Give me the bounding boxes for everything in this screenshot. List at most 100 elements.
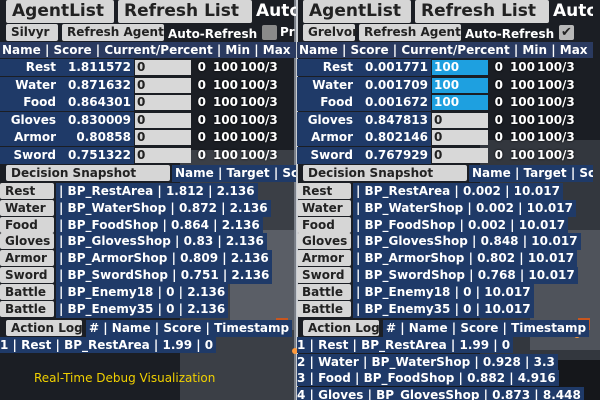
- refresh-list-button[interactable]: Refresh List: [415, 0, 549, 23]
- action-score: 0.751322: [56, 146, 134, 164]
- snapshot-action-button[interactable]: Battle: [297, 300, 351, 317]
- snapshot-row: Battle | BP_Enemy18 | 0 | 10.017: [297, 283, 593, 301]
- snapshot-action-button[interactable]: Water: [297, 199, 351, 216]
- auto-refresh-checkbox[interactable]: ✔: [559, 25, 574, 40]
- snapshot-detail: | BP_GlovesShop | 0.83 | 2.136: [56, 233, 267, 251]
- snapshot-action-button[interactable]: Battle: [0, 300, 54, 317]
- current-percent-bar: 0: [432, 147, 488, 163]
- snapshot-row: Battle | BP_Enemy18 | 0 | 2.136: [0, 283, 296, 301]
- action-name: Armor: [0, 129, 56, 146]
- action-min: 0: [494, 95, 503, 109]
- decision-snapshot-button[interactable]: Decision Snapshot: [303, 165, 467, 181]
- auto-label: Auto-: [256, 1, 296, 21]
- action-row: Armor 0.80858 0 0 100 100/3: [0, 129, 296, 146]
- agent-name-button[interactable]: Silvyr: [6, 24, 58, 41]
- action-max: 100: [212, 147, 238, 162]
- snapshot-action-button[interactable]: Water: [0, 199, 54, 216]
- current-percent-bar: 100: [432, 95, 488, 110]
- snapshot-detail: | BP_RestArea | 0.002 | 10.017: [353, 183, 563, 200]
- agent-name-button[interactable]: Grelvor: [303, 24, 358, 41]
- action-row: Water 0.001709 100 0 100 100/3: [297, 76, 593, 94]
- current-percent-bar: 0: [135, 130, 191, 145]
- refresh-agent-button[interactable]: Refresh Agent: [359, 24, 461, 41]
- action-name: Food: [297, 94, 353, 111]
- action-max: 100: [509, 95, 535, 109]
- snapshot-action-button[interactable]: Food: [297, 216, 351, 233]
- action-score: 0.830009: [56, 111, 134, 129]
- snapshot-detail: | BP_FoodShop | 0.864 | 2.136: [56, 216, 263, 234]
- agent-controls: Silvyr Refresh Agent Auto-Refresh Pr: [0, 24, 296, 42]
- action-row: Food 0.864301 0 0 100 100/3: [0, 94, 296, 111]
- snapshot-row: Water | BP_WaterShop | 0.872 | 2.136: [0, 199, 296, 217]
- snapshot-action-button[interactable]: Battle: [297, 283, 351, 300]
- refresh-list-button[interactable]: Refresh List: [118, 0, 252, 23]
- action-log-entry: 4 | Gloves | BP_GlovesShop | 0.873 | 8.4…: [297, 386, 584, 400]
- action-log-bar: Action Log # | Name | Score | Timestamp: [297, 320, 593, 337]
- action-name: Gloves: [0, 111, 56, 129]
- action-result: 100/3: [240, 77, 278, 92]
- snapshot-row: Armor | BP_ArmorShop | 0.802 | 10.017: [297, 250, 593, 268]
- action-log-button[interactable]: Action Log: [6, 320, 83, 336]
- caption: Real-Time Debug Visualization: [34, 371, 216, 385]
- snapshot-detail: | BP_Enemy18 | 0 | 2.136: [56, 283, 229, 301]
- action-score: 0.802146: [353, 129, 431, 146]
- snapshot-action-button[interactable]: Rest: [297, 183, 351, 199]
- snapshot-row: Water | BP_WaterShop | 0.002 | 10.017: [297, 199, 593, 217]
- snapshot-action-button[interactable]: Armor: [297, 250, 351, 267]
- action-result: 100/3: [537, 60, 575, 74]
- action-row: Gloves 0.847813 0 0 100 100/3: [297, 111, 593, 129]
- snapshot-action-button[interactable]: Rest: [0, 183, 54, 199]
- current-percent-bar: 0: [135, 95, 191, 110]
- snapshot-action-button[interactable]: Food: [0, 216, 54, 233]
- action-name: Water: [0, 76, 56, 94]
- action-log-entry: 3 | Food | BP_FoodShop | 0.882 | 4.916: [297, 370, 559, 386]
- decision-snapshot-button[interactable]: Decision Snapshot: [6, 165, 170, 181]
- current-percent-bar: 0: [432, 130, 488, 145]
- current-percent-bar: 0: [135, 112, 191, 128]
- snapshot-row: Battle | BP_Enemy35 | 0 | 10.017: [297, 300, 593, 318]
- action-max: 100: [212, 60, 238, 74]
- snapshot-action-button[interactable]: Battle: [0, 283, 54, 300]
- agent-list-button[interactable]: AgentList: [6, 0, 114, 23]
- snapshot-row: Food | BP_FoodShop | 0.864 | 2.136: [0, 216, 296, 234]
- action-max: 100: [509, 130, 535, 144]
- auto-refresh-checkbox[interactable]: [262, 25, 277, 40]
- snapshot-detail: | BP_FoodShop | 0.002 | 10.017: [353, 216, 569, 234]
- snapshot-row: Rest | BP_RestArea | 0.002 | 10.017: [297, 183, 593, 200]
- decision-snapshot-header: Name | Target | Score | Tir: [469, 165, 593, 182]
- action-log-button[interactable]: Action Log: [303, 320, 380, 336]
- action-log-entry: 1 | Rest | BP_RestArea | 1.99 | 0: [0, 337, 217, 353]
- action-min: 0: [197, 112, 206, 127]
- action-score: 1.811572: [56, 59, 134, 76]
- decision-snapshot-header: Name | Target | Score | T: [172, 165, 296, 182]
- snapshot-detail: | BP_RestArea | 1.812 | 2.136: [56, 183, 258, 200]
- action-result: 100/3: [537, 95, 575, 109]
- snapshot-detail: | BP_SwordShop | 0.751 | 2.136: [56, 267, 273, 284]
- agent-list-button[interactable]: AgentList: [303, 0, 411, 23]
- snapshot-detail: | BP_Enemy35 | 0 | 2.136: [56, 300, 229, 318]
- action-log-entry: 1 | Rest | BP_RestArea | 1.99 | 0: [297, 337, 514, 353]
- snapshot-action-button[interactable]: Sword: [297, 267, 351, 283]
- action-score: 0.001709: [353, 76, 431, 94]
- snapshot-action-button[interactable]: Armor: [0, 250, 54, 267]
- current-percent-bar: 0: [135, 147, 191, 163]
- snapshot-action-button[interactable]: Gloves: [0, 233, 54, 250]
- refresh-agent-button[interactable]: Refresh Agent: [62, 24, 164, 41]
- action-result: 100/3: [240, 112, 278, 127]
- auto-refresh-label: Auto-Refresh: [168, 27, 258, 41]
- snapshot-action-button[interactable]: Sword: [0, 267, 54, 283]
- snapshot-row: Armor | BP_ArmorShop | 0.809 | 2.136: [0, 250, 296, 268]
- action-row: Rest 0.001771 100 0 100 100/3: [297, 59, 593, 76]
- action-result: 100/3: [240, 95, 278, 109]
- snapshot-row: Sword | BP_SwordShop | 0.751 | 2.136: [0, 267, 296, 284]
- snapshot-action-button[interactable]: Gloves: [297, 233, 351, 250]
- action-name: Sword: [297, 146, 353, 164]
- action-min: 0: [494, 60, 503, 74]
- action-max: 100: [212, 130, 238, 144]
- current-percent-bar: 0: [135, 60, 191, 75]
- action-table-header: Name | Score | Current/Percent | Min | M…: [0, 42, 296, 58]
